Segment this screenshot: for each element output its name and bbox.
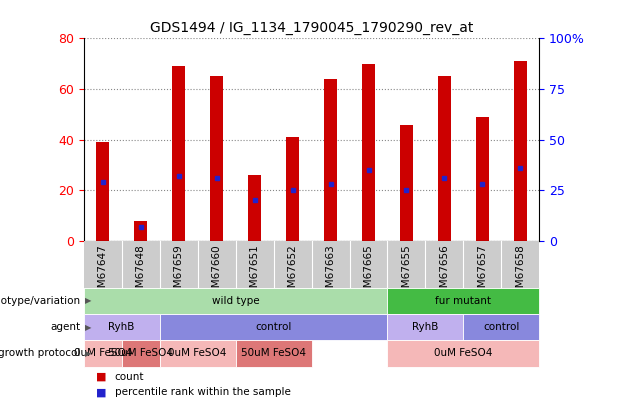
Bar [438, 77, 451, 241]
Text: control: control [255, 322, 292, 332]
Bar [84, 340, 122, 367]
Text: GSM67663: GSM67663 [326, 245, 335, 301]
Text: control: control [483, 322, 520, 332]
Bar [159, 314, 388, 340]
Bar [134, 221, 148, 241]
Text: 50uM FeSO4: 50uM FeSO4 [241, 348, 306, 358]
Text: fur mutant: fur mutant [435, 296, 492, 306]
Text: ▶: ▶ [85, 322, 91, 332]
Text: GSM67659: GSM67659 [174, 245, 184, 301]
Text: RyhB: RyhB [108, 322, 135, 332]
Text: 0uM FeSO4: 0uM FeSO4 [169, 348, 227, 358]
Bar [236, 340, 311, 367]
Bar [286, 137, 299, 241]
Bar [96, 142, 109, 241]
Text: GSM67651: GSM67651 [250, 245, 260, 301]
Text: GSM67665: GSM67665 [363, 245, 373, 301]
Text: 50uM FeSO4: 50uM FeSO4 [108, 348, 173, 358]
Bar [84, 288, 388, 314]
Text: RyhB: RyhB [412, 322, 439, 332]
Bar [400, 124, 413, 241]
Bar [324, 79, 337, 241]
Bar [84, 314, 159, 340]
Bar [476, 117, 489, 241]
Text: growth protocol: growth protocol [0, 348, 81, 358]
Text: agent: agent [50, 322, 81, 332]
Text: count: count [115, 372, 144, 382]
Text: GSM67655: GSM67655 [402, 245, 412, 301]
Bar [388, 288, 539, 314]
Bar [463, 314, 539, 340]
Text: genotype/variation: genotype/variation [0, 296, 81, 306]
Bar [388, 314, 463, 340]
Bar [210, 77, 223, 241]
Text: 0uM FeSO4: 0uM FeSO4 [434, 348, 493, 358]
Text: ■: ■ [96, 387, 107, 397]
Text: GSM67658: GSM67658 [515, 245, 525, 301]
Bar [514, 61, 527, 241]
Bar [362, 64, 375, 241]
Title: GDS1494 / IG_1134_1790045_1790290_rev_at: GDS1494 / IG_1134_1790045_1790290_rev_at [150, 21, 473, 35]
Text: GSM67660: GSM67660 [211, 245, 221, 301]
Text: ▶: ▶ [85, 296, 91, 305]
Text: 0uM FeSO4: 0uM FeSO4 [74, 348, 132, 358]
Bar [122, 340, 159, 367]
Text: GSM67652: GSM67652 [288, 245, 298, 301]
Text: ■: ■ [96, 372, 107, 382]
Text: ▶: ▶ [85, 349, 91, 358]
Text: percentile rank within the sample: percentile rank within the sample [115, 387, 291, 397]
Text: wild type: wild type [212, 296, 259, 306]
Text: GSM67657: GSM67657 [477, 245, 487, 301]
Text: GSM67656: GSM67656 [440, 245, 450, 301]
Text: GSM67648: GSM67648 [136, 245, 146, 301]
Bar [248, 175, 261, 241]
Bar [172, 66, 185, 241]
Text: GSM67647: GSM67647 [98, 245, 108, 301]
Bar [388, 340, 539, 367]
Bar [159, 340, 236, 367]
